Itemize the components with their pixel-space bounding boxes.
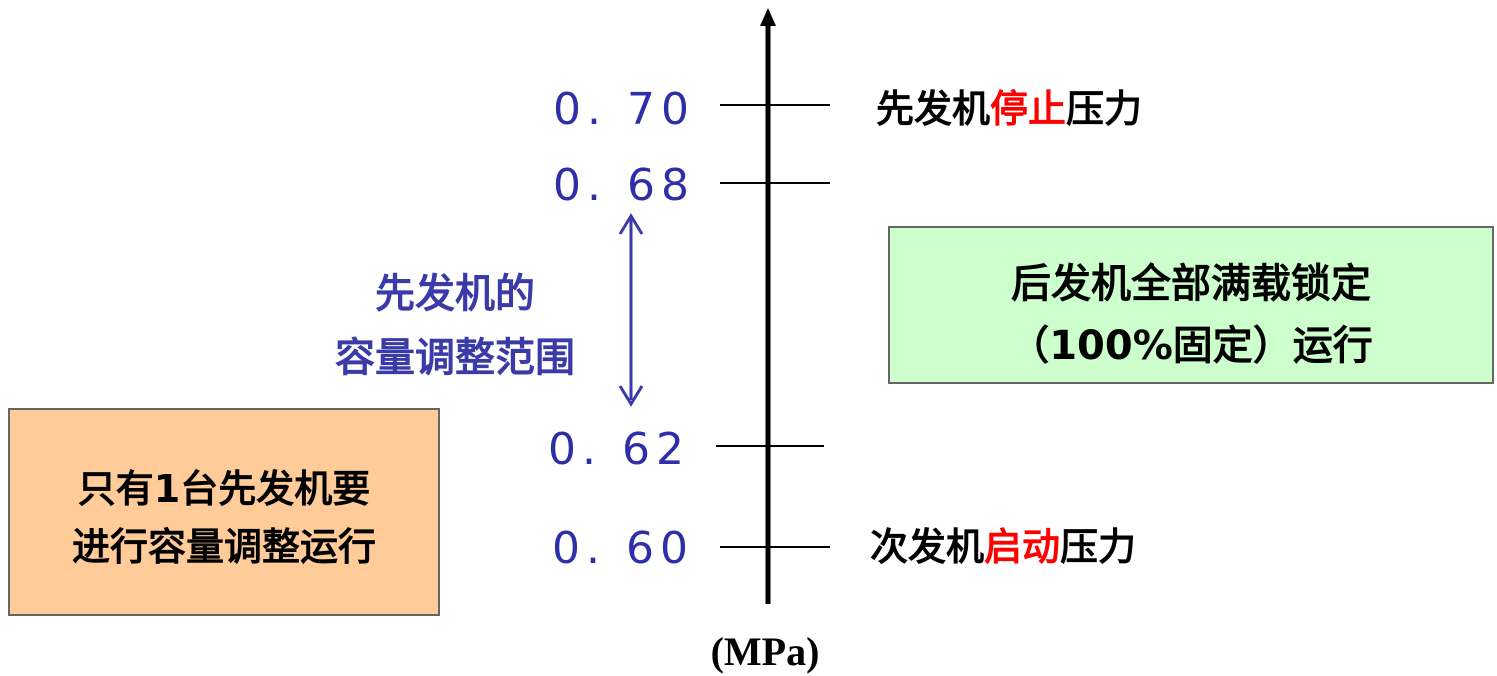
full-load-line1: 后发机全部满载锁定 bbox=[1011, 261, 1371, 307]
single-unit-line1: 只有1台先发机要 bbox=[77, 467, 371, 511]
stop-label-highlight: 停止 bbox=[990, 87, 1067, 131]
full-load-line2: （100%固定）运行 bbox=[1009, 323, 1373, 369]
start-pressure-label: 次发机启动压力 bbox=[870, 528, 1136, 566]
stop-label-prefix: 先发机 bbox=[876, 87, 991, 131]
start-label-suffix: 压力 bbox=[1060, 525, 1137, 569]
tick-value-060: 0. 60 bbox=[552, 523, 694, 574]
tick-value-068: 0. 68 bbox=[553, 160, 695, 211]
tick-value-062: 0. 62 bbox=[548, 424, 690, 475]
range-label-line2: 容量调整范围 bbox=[335, 335, 575, 381]
axis-arrowhead bbox=[760, 8, 776, 26]
single-unit-line2: 进行容量调整运行 bbox=[71, 525, 376, 569]
capacity-range-label: 先发机的 容量调整范围 bbox=[280, 262, 630, 390]
tick-value-070: 0. 70 bbox=[553, 84, 695, 135]
stop-label-suffix: 压力 bbox=[1066, 87, 1143, 131]
range-arrow-bottom-head bbox=[618, 385, 644, 407]
range-label-line1: 先发机的 bbox=[375, 271, 535, 317]
stop-pressure-label: 先发机停止压力 bbox=[876, 90, 1142, 128]
full-load-box: 后发机全部满载锁定 （100%固定）运行 bbox=[888, 226, 1494, 384]
axis-unit-label: (MPa) bbox=[710, 629, 820, 674]
range-arrow-top-head bbox=[618, 213, 644, 235]
single-unit-box: 只有1台先发机要 进行容量调整运行 bbox=[8, 408, 440, 616]
start-label-prefix: 次发机 bbox=[870, 525, 985, 569]
start-label-highlight: 启动 bbox=[984, 525, 1061, 569]
